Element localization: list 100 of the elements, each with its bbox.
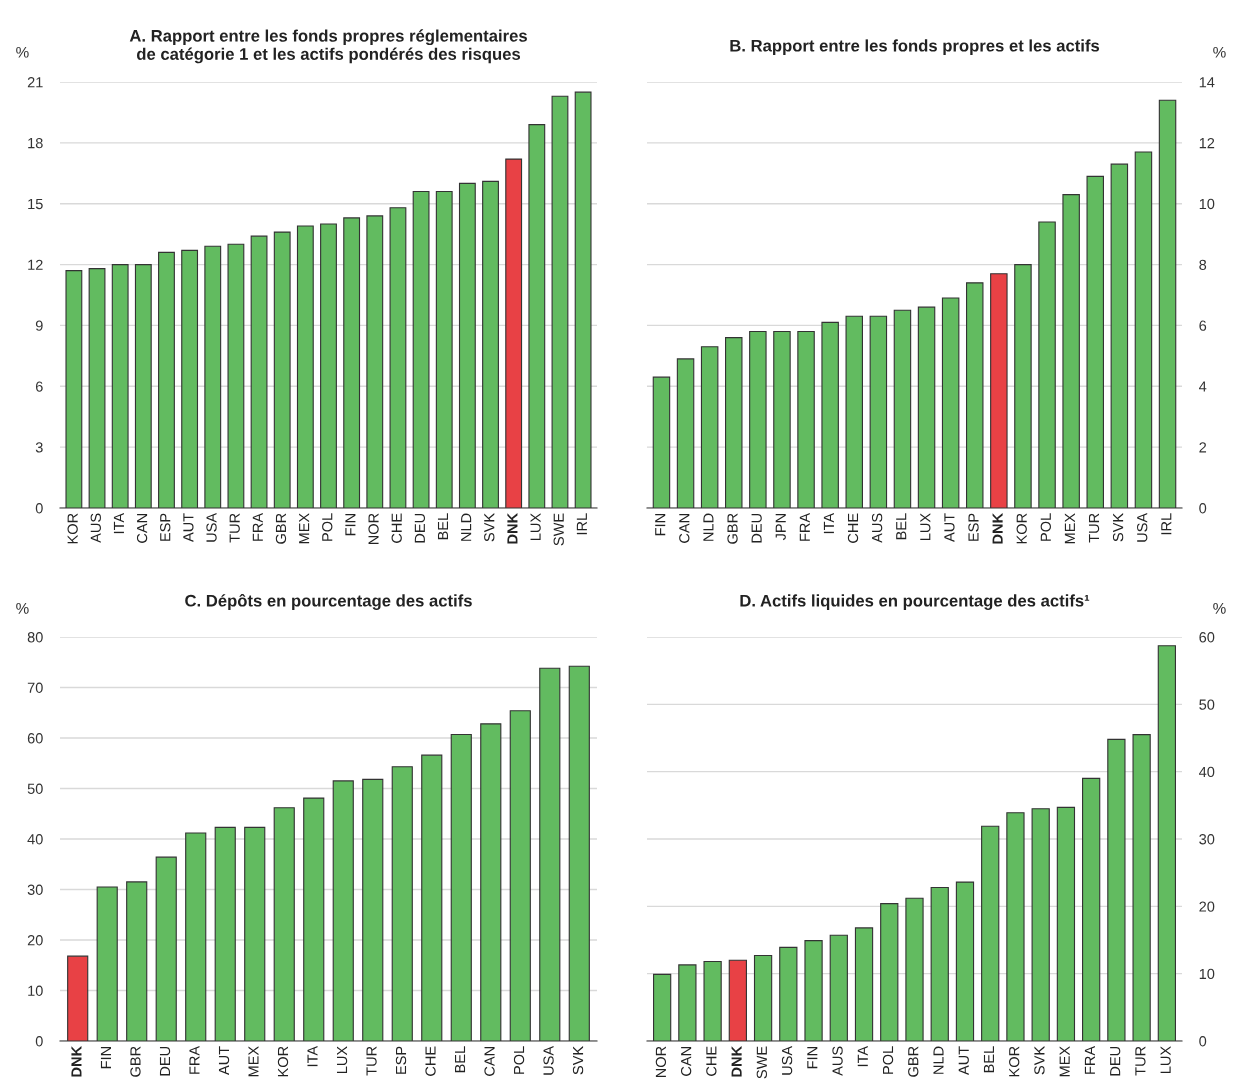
x-tick-label: DNK [507, 513, 518, 544]
x-tick-label: MEX [1059, 1046, 1070, 1077]
x-tick-label: AUT [183, 513, 194, 542]
x-tick-label: BEL [896, 513, 907, 540]
y-tick-label: 10 [28, 985, 43, 996]
x-tick-label: TUR [1135, 1046, 1146, 1076]
y2-tick-label: 50 [1199, 699, 1215, 710]
x-tick-label: GBR [275, 513, 287, 544]
x-tick-label: DEU [159, 1046, 171, 1076]
x-tick-label: TUR [1088, 513, 1100, 543]
y-tick-label: 0 [35, 503, 43, 514]
x-tick-label: USA [543, 1045, 554, 1075]
x-tick-label: DEU [751, 513, 762, 543]
y2-tick-label: 40 [1199, 766, 1215, 778]
x-tick-label: AUS [832, 1046, 843, 1076]
y-tick-label: 21 [27, 77, 43, 88]
x-tick-label: SWE [553, 513, 564, 546]
x-tick-label: NLD [933, 1046, 944, 1074]
y-tick-label: 20 [27, 935, 43, 946]
x-tick-label: JPN [775, 514, 786, 541]
x-tick-label: ITA [113, 512, 124, 534]
x-tick-label: USA [206, 512, 217, 542]
y2-tick-label: 14 [1199, 77, 1215, 88]
y2-tick-label: 0 [1199, 503, 1207, 514]
x-tick-label: MEX [299, 513, 310, 544]
x-tick-label: MEX [248, 1046, 259, 1077]
x-tick-label: POL [322, 513, 333, 541]
x-tick-label: DNK [71, 1046, 82, 1077]
x-tick-label: NLD [703, 513, 714, 541]
x-tick-label: ESP [968, 513, 979, 541]
chart-title: B. Rapport entre les fonds propres et les actifs [730, 39, 1100, 55]
y-tick-label: 6 [35, 381, 43, 392]
x-tick-label: CAN [679, 514, 690, 543]
y-axis-title: % [16, 46, 29, 58]
x-tick-label: GBR [130, 1046, 141, 1077]
x-tick-label: CAN [484, 1047, 495, 1076]
y2-axis-title: % [1213, 603, 1226, 614]
x-tick-label: LUX [1160, 1046, 1171, 1074]
x-tick-label: ESP [395, 1046, 407, 1074]
x-tick-label: SVK [572, 1046, 584, 1075]
x-tick-label: CAN [136, 514, 148, 543]
x-tick-label: FRA [1084, 1045, 1095, 1074]
x-tick-label: FIN [345, 514, 356, 536]
x-tick-label: GBR [908, 1046, 919, 1077]
y-tick-label: 80 [27, 632, 43, 643]
x-tick-label: ITA [823, 512, 834, 534]
x-tick-label: AUT [944, 513, 955, 542]
x-tick-label: NLD [461, 513, 472, 541]
y-tick-label: 50 [27, 783, 43, 794]
y2-tick-label: 10 [1199, 968, 1215, 980]
x-tick-label: AUT [958, 1046, 969, 1075]
chart-title: D. Actifs liquides en pourcentage des actifs¹ [740, 594, 1090, 610]
x-tick-label: NOR [655, 1046, 667, 1078]
x-tick-label: MEX [1064, 513, 1075, 544]
x-tick-label: SVK [1112, 513, 1124, 542]
x-tick-label: CHE [391, 513, 402, 543]
x-tick-label: ITA [857, 1045, 868, 1067]
y2-tick-label: 4 [1199, 381, 1207, 392]
chart-title: A. Rapport entre les fonds propres réglementaires de catégorie 1 et les actifs pondérés des risques [129, 29, 527, 64]
y2-tick-label: 2 [1199, 442, 1207, 453]
y-tick-label: 70 [27, 682, 43, 693]
y-tick-label: 60 [27, 733, 43, 744]
y-tick-label: 15 [28, 198, 43, 210]
x-tick-label: KOR [277, 1046, 289, 1077]
x-tick-label: CAN [680, 1047, 692, 1076]
y2-tick-label: 30 [1199, 834, 1215, 845]
y-tick-label: 0 [35, 1036, 43, 1047]
y-axis-title: % [16, 603, 29, 614]
x-tick-label: FRA [799, 512, 810, 541]
x-tick-label: POL [513, 1046, 525, 1074]
x-tick-label: LUX [336, 1046, 348, 1074]
y-tick-label: 40 [27, 834, 43, 845]
x-tick-label: DNK [731, 1046, 742, 1077]
y-tick-label: 30 [27, 884, 43, 895]
x-tick-label: LUX [920, 513, 931, 541]
x-tick-label: SWE [756, 1046, 767, 1079]
y2-tick-label: 6 [1199, 320, 1207, 331]
x-tick-label: FIN [100, 1047, 111, 1069]
x-tick-label: BEL [437, 513, 448, 540]
x-tick-label: POL [1040, 513, 1051, 541]
x-tick-label: CHE [425, 1046, 436, 1076]
y2-tick-label: 60 [1199, 632, 1215, 643]
x-tick-label: KOR [1016, 513, 1027, 544]
x-tick-label: IRL [1161, 513, 1172, 535]
x-tick-label: SVK [484, 513, 495, 542]
x-tick-label: FIN [807, 1047, 818, 1069]
y2-tick-label: 8 [1199, 259, 1207, 270]
x-tick-label: USA [781, 1045, 793, 1075]
x-tick-label: KOR [67, 513, 78, 544]
y2-tick-label: 0 [1199, 1036, 1207, 1047]
x-tick-label: TUR [366, 1046, 377, 1076]
x-tick-label: FRA [189, 1045, 200, 1074]
x-tick-label: FIN [655, 514, 666, 536]
x-tick-label: KOR [1009, 1046, 1020, 1077]
y2-tick-label: 10 [1199, 198, 1215, 210]
x-tick-label: BEL [983, 1046, 994, 1073]
y-tick-label: 3 [35, 442, 43, 453]
x-tick-label: FRA [252, 512, 263, 541]
y-tick-label: 18 [28, 137, 43, 149]
x-tick-label: NOR [368, 513, 379, 545]
